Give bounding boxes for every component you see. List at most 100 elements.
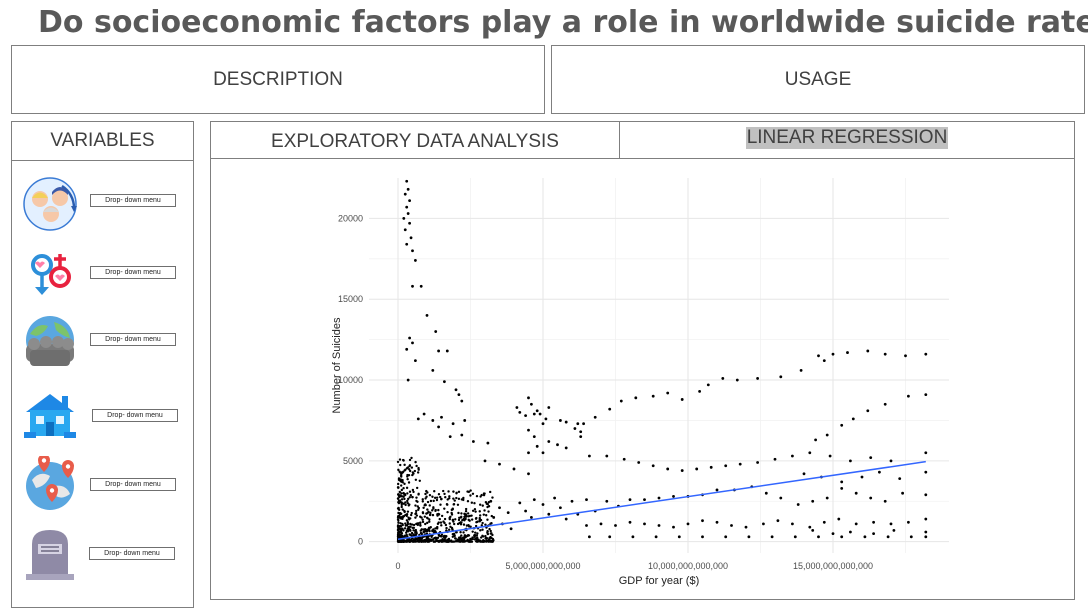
data-point xyxy=(831,532,835,536)
country-dropdown[interactable]: Drop- down menu xyxy=(90,478,176,491)
data-point xyxy=(924,517,928,521)
data-point xyxy=(837,517,841,521)
data-point xyxy=(433,496,437,500)
x-tick-label: 15,000,000,000,000 xyxy=(793,561,873,571)
data-point xyxy=(849,530,852,534)
tab-usage[interactable]: USAGE xyxy=(551,45,1085,114)
data-point xyxy=(405,179,409,183)
data-point xyxy=(469,525,472,528)
data-point xyxy=(428,518,431,521)
data-point xyxy=(397,506,400,510)
data-point xyxy=(730,524,733,527)
data-point xyxy=(588,454,591,458)
data-point xyxy=(605,454,609,458)
data-point xyxy=(457,393,461,396)
data-point xyxy=(408,221,411,225)
data-point xyxy=(475,521,478,524)
suicides-dropdown[interactable]: Drop- down menu xyxy=(89,547,175,560)
variable-row-suicides: Drop- down menu xyxy=(12,526,193,586)
data-point xyxy=(666,391,670,395)
data-point xyxy=(426,528,429,532)
variable-row-gender: Drop- down menu xyxy=(12,247,193,307)
data-point xyxy=(419,531,423,535)
variables-panel: VARIABLES Drop- down menu Drop- down xyxy=(11,121,194,608)
data-point xyxy=(409,236,413,240)
data-point xyxy=(406,477,409,481)
data-point xyxy=(470,518,474,521)
data-point xyxy=(402,495,405,498)
data-point xyxy=(535,409,539,413)
data-point xyxy=(466,490,469,493)
data-point xyxy=(498,506,501,510)
data-point xyxy=(414,512,418,515)
data-point xyxy=(614,524,617,527)
data-point xyxy=(406,501,409,505)
data-point xyxy=(564,420,568,424)
population-dropdown[interactable]: Drop- down menu xyxy=(90,333,176,346)
data-point xyxy=(406,510,410,513)
data-point xyxy=(695,467,699,471)
data-point xyxy=(399,463,402,467)
data-point xyxy=(791,454,794,458)
data-point xyxy=(400,488,404,492)
data-point xyxy=(451,422,455,426)
data-point xyxy=(409,539,413,543)
analysis-panel: EXPLORATORY DATA ANALYSIS LINEAR REGRESS… xyxy=(210,121,1075,600)
data-point xyxy=(585,498,588,502)
data-point xyxy=(924,451,928,455)
data-point xyxy=(446,540,450,543)
data-point xyxy=(628,520,632,524)
data-point xyxy=(457,490,461,494)
data-point xyxy=(434,536,437,539)
data-point xyxy=(814,438,817,442)
tab-linear-regression[interactable]: LINEAR REGRESSION xyxy=(620,122,1074,158)
data-point xyxy=(431,368,435,372)
tab-linear-regression-label: LINEAR REGRESSION xyxy=(745,127,949,149)
data-point xyxy=(408,525,412,528)
tombstone-icon xyxy=(26,530,74,580)
data-point xyxy=(698,389,701,393)
data-point xyxy=(442,520,445,523)
data-point xyxy=(457,497,461,501)
data-point xyxy=(443,517,447,521)
data-point xyxy=(559,506,562,510)
data-point xyxy=(405,242,409,246)
data-point xyxy=(431,495,434,498)
data-point xyxy=(512,467,516,471)
world-population-icon xyxy=(26,316,74,366)
data-point xyxy=(473,538,476,541)
data-point xyxy=(651,394,655,398)
chart-grid xyxy=(369,178,949,553)
data-point xyxy=(413,538,417,542)
data-point xyxy=(406,535,409,538)
data-point xyxy=(491,496,494,499)
data-point xyxy=(425,535,428,539)
data-point xyxy=(468,514,471,518)
data-point xyxy=(474,510,477,513)
data-point xyxy=(463,515,467,518)
data-point xyxy=(430,535,433,539)
data-point xyxy=(404,503,407,507)
data-point xyxy=(431,538,434,541)
data-point xyxy=(484,534,487,538)
data-point xyxy=(412,523,416,527)
data-point xyxy=(396,486,400,489)
data-point xyxy=(421,511,425,515)
data-point xyxy=(459,531,462,534)
data-point xyxy=(421,520,425,524)
tab-exploratory-data-analysis[interactable]: EXPLORATORY DATA ANALYSIS xyxy=(211,122,620,158)
age-dropdown[interactable]: Drop- down menu xyxy=(90,194,176,207)
data-point xyxy=(411,341,414,345)
tab-description[interactable]: DESCRIPTION xyxy=(11,45,545,114)
data-point xyxy=(462,523,466,526)
data-point xyxy=(423,515,427,518)
data-point xyxy=(397,508,401,511)
data-point xyxy=(478,514,482,517)
data-point xyxy=(426,521,429,525)
variable-row-age: Drop- down menu xyxy=(12,176,193,236)
data-point xyxy=(467,518,470,522)
housing-dropdown[interactable]: Drop- down menu xyxy=(92,409,178,422)
gender-dropdown[interactable]: Drop- down menu xyxy=(90,266,176,279)
data-point xyxy=(410,456,413,460)
data-point xyxy=(411,540,415,543)
